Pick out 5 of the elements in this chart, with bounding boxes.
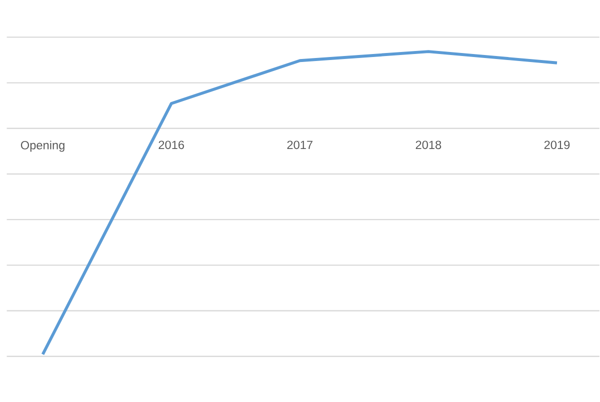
x-tick-label: 2017 xyxy=(287,140,312,150)
x-tick-label: 2016 xyxy=(158,140,184,150)
x-tick-label: 2019 xyxy=(544,140,570,150)
x-tick-label: Opening xyxy=(20,140,64,152)
x-tick-label: 2018 xyxy=(416,140,442,150)
